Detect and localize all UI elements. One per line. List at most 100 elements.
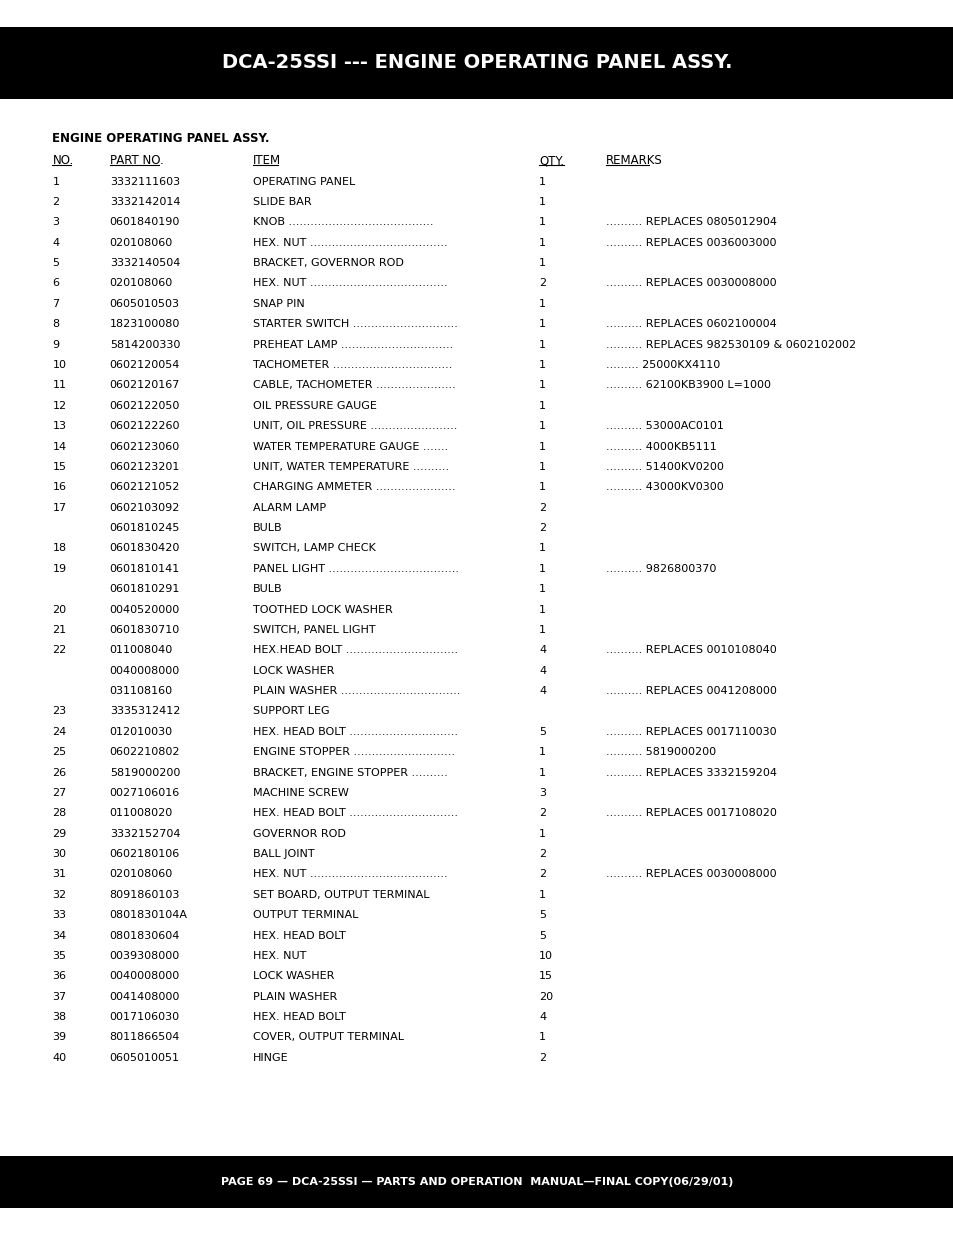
Text: 20: 20 — [52, 605, 67, 615]
Text: HEX. NUT: HEX. NUT — [253, 951, 306, 961]
Text: 1: 1 — [538, 237, 545, 248]
Text: 1: 1 — [538, 299, 545, 309]
Text: 0602103092: 0602103092 — [110, 503, 180, 513]
Text: 36: 36 — [52, 972, 67, 982]
Text: 39: 39 — [52, 1032, 67, 1042]
Text: .......... 9826800370: .......... 9826800370 — [605, 563, 716, 574]
Text: 1: 1 — [538, 217, 545, 227]
Text: 5: 5 — [52, 258, 59, 268]
Text: 1: 1 — [538, 625, 545, 635]
Text: SWITCH, LAMP CHECK: SWITCH, LAMP CHECK — [253, 543, 375, 553]
Text: 031108160: 031108160 — [110, 687, 172, 697]
Text: 012010030: 012010030 — [110, 726, 172, 737]
Text: 5: 5 — [538, 910, 545, 920]
Text: 15: 15 — [538, 972, 553, 982]
Text: 3332111603: 3332111603 — [110, 177, 180, 186]
Text: 5: 5 — [538, 931, 545, 941]
Text: 1: 1 — [538, 889, 545, 900]
Text: 3335312412: 3335312412 — [110, 706, 180, 716]
Text: 3332142014: 3332142014 — [110, 198, 180, 207]
Text: .......... REPLACES 3332159204: .......... REPLACES 3332159204 — [605, 768, 776, 778]
Text: .......... 62100KB3900 L=1000: .......... 62100KB3900 L=1000 — [605, 380, 770, 390]
Text: 020108060: 020108060 — [110, 279, 172, 289]
Text: 8011866504: 8011866504 — [110, 1032, 180, 1042]
Text: 5819000200: 5819000200 — [110, 768, 180, 778]
Text: 2: 2 — [538, 503, 545, 513]
Text: 1: 1 — [538, 320, 545, 330]
Text: BRACKET, GOVERNOR ROD: BRACKET, GOVERNOR ROD — [253, 258, 403, 268]
Text: 4: 4 — [52, 237, 59, 248]
Text: 2: 2 — [538, 869, 545, 879]
Text: .......... REPLACES 0041208000: .......... REPLACES 0041208000 — [605, 687, 776, 697]
Text: .......... REPLACES 0805012904: .......... REPLACES 0805012904 — [605, 217, 776, 227]
Text: 1: 1 — [538, 177, 545, 186]
Text: 28: 28 — [52, 809, 67, 819]
Text: 2: 2 — [538, 850, 545, 860]
Text: REMARKS: REMARKS — [605, 154, 661, 168]
Text: 1: 1 — [538, 483, 545, 493]
Text: ENGINE STOPPER ............................: ENGINE STOPPER .........................… — [253, 747, 455, 757]
Text: 9: 9 — [52, 340, 59, 350]
Text: LOCK WASHER: LOCK WASHER — [253, 666, 334, 676]
Text: 18: 18 — [52, 543, 67, 553]
Text: 0602123201: 0602123201 — [110, 462, 180, 472]
Text: 12: 12 — [52, 401, 67, 411]
Text: 13: 13 — [52, 421, 67, 431]
Text: 0605010503: 0605010503 — [110, 299, 179, 309]
Text: BALL JOINT: BALL JOINT — [253, 850, 314, 860]
Text: 3: 3 — [52, 217, 59, 227]
Text: ENGINE OPERATING PANEL ASSY.: ENGINE OPERATING PANEL ASSY. — [52, 132, 270, 146]
Text: 0601830710: 0601830710 — [110, 625, 180, 635]
Text: 2: 2 — [538, 279, 545, 289]
Text: SWITCH, PANEL LIGHT: SWITCH, PANEL LIGHT — [253, 625, 375, 635]
Text: 31: 31 — [52, 869, 67, 879]
Text: 1: 1 — [538, 584, 545, 594]
Text: .......... 5819000200: .......... 5819000200 — [605, 747, 715, 757]
Text: 0601810245: 0601810245 — [110, 524, 180, 534]
Text: 020108060: 020108060 — [110, 869, 172, 879]
Text: 1: 1 — [538, 198, 545, 207]
Text: 0602122050: 0602122050 — [110, 401, 180, 411]
Text: 8091860103: 8091860103 — [110, 889, 180, 900]
Text: STARTER SWITCH .............................: STARTER SWITCH .........................… — [253, 320, 457, 330]
Text: 0602180106: 0602180106 — [110, 850, 180, 860]
Text: 0039308000: 0039308000 — [110, 951, 180, 961]
Text: 7: 7 — [52, 299, 59, 309]
Text: MACHINE SCREW: MACHINE SCREW — [253, 788, 348, 798]
Text: 0040520000: 0040520000 — [110, 605, 180, 615]
Text: 0602122260: 0602122260 — [110, 421, 180, 431]
Text: 1: 1 — [538, 768, 545, 778]
Text: .......... REPLACES 0030008000: .......... REPLACES 0030008000 — [605, 869, 776, 879]
Text: COVER, OUTPUT TERMINAL: COVER, OUTPUT TERMINAL — [253, 1032, 403, 1042]
Text: 0601810291: 0601810291 — [110, 584, 180, 594]
Text: 0801830104A: 0801830104A — [110, 910, 188, 920]
Text: PART NO.: PART NO. — [110, 154, 163, 168]
Text: 8: 8 — [52, 320, 59, 330]
Text: 0605010051: 0605010051 — [110, 1052, 179, 1063]
Text: PANEL LIGHT ....................................: PANEL LIGHT ............................… — [253, 563, 458, 574]
Text: HEX. HEAD BOLT ..............................: HEX. HEAD BOLT .........................… — [253, 809, 457, 819]
Text: CABLE, TACHOMETER ......................: CABLE, TACHOMETER ...................... — [253, 380, 456, 390]
Text: 1: 1 — [538, 563, 545, 574]
Text: 4: 4 — [538, 666, 545, 676]
Text: 30: 30 — [52, 850, 67, 860]
Text: 2: 2 — [52, 198, 59, 207]
Text: SNAP PIN: SNAP PIN — [253, 299, 304, 309]
Text: .......... 4000KB5111: .......... 4000KB5111 — [605, 442, 716, 452]
Text: 1: 1 — [538, 605, 545, 615]
Text: HINGE: HINGE — [253, 1052, 288, 1063]
Text: HEX.HEAD BOLT ...............................: HEX.HEAD BOLT ..........................… — [253, 645, 457, 656]
Text: 0040008000: 0040008000 — [110, 666, 180, 676]
Text: 5: 5 — [538, 726, 545, 737]
Text: HEX. NUT ......................................: HEX. NUT ...............................… — [253, 237, 447, 248]
Text: .......... REPLACES 982530109 & 0602102002: .......... REPLACES 982530109 & 06021020… — [605, 340, 855, 350]
Text: ALARM LAMP: ALARM LAMP — [253, 503, 326, 513]
Text: .......... REPLACES 0017110030: .......... REPLACES 0017110030 — [605, 726, 776, 737]
Text: 011008020: 011008020 — [110, 809, 172, 819]
Text: 0041408000: 0041408000 — [110, 992, 180, 1002]
Text: 1: 1 — [538, 361, 545, 370]
Text: 37: 37 — [52, 992, 67, 1002]
Text: TACHOMETER .................................: TACHOMETER .............................… — [253, 361, 452, 370]
Text: 10: 10 — [538, 951, 553, 961]
Text: 27: 27 — [52, 788, 67, 798]
